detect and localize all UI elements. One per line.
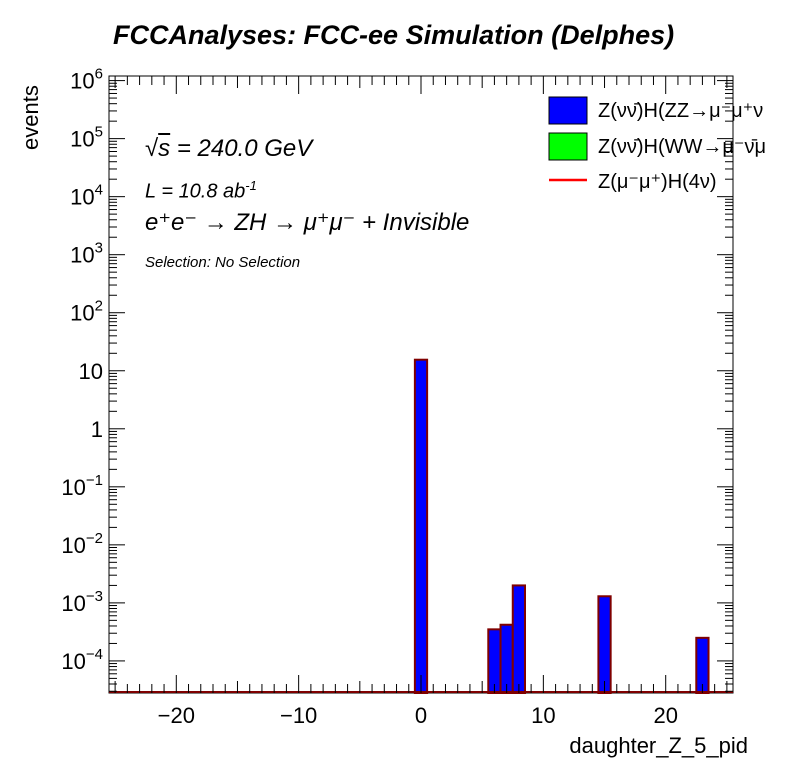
histogram-bar <box>597 595 612 694</box>
chart-title: FCCAnalyses: FCC-ee Simulation (Delphes) <box>113 20 675 50</box>
y-tick-label: 1 <box>91 417 103 442</box>
legend-label-ww: Z(νν̄)H(WW→μ⁻ν̄μ <box>598 136 766 158</box>
y-tick-label: 105 <box>70 124 103 152</box>
y-tick-label: 104 <box>70 182 103 210</box>
histogram-bar <box>413 358 429 694</box>
x-tick-label: −20 <box>158 703 195 728</box>
luminosity-annotation: L = 10.8 ab-1 <box>145 178 257 203</box>
sqrt-s-annotation: √s = 240.0 GeV <box>145 135 313 162</box>
legend-swatch-4nu <box>549 178 587 182</box>
y-tick-label: 10 <box>79 359 103 384</box>
legend-label-zz: Z(νν̄)H(ZZ→μ⁻μ⁺ν <box>598 100 764 122</box>
y-tick-label: 102 <box>70 298 103 326</box>
process-annotation: e⁺e⁻ → ZH → μ⁺μ⁻ + Invisible <box>145 209 470 236</box>
y-tick-label: 106 <box>70 66 103 94</box>
histogram-bar <box>499 623 514 694</box>
histogram-bar <box>487 628 502 695</box>
y-tick-label: 10−1 <box>61 472 103 500</box>
legend-label-4nu: Z(μ⁻μ⁺)H(4ν) <box>598 171 717 193</box>
x-tick-label: 0 <box>415 703 427 728</box>
selection-annotation: Selection: No Selection <box>145 254 301 271</box>
legend-swatch-ww <box>548 132 588 161</box>
legend-swatch-zz <box>548 96 588 125</box>
y-tick-label: 10−2 <box>61 530 103 558</box>
y-tick-label: 10−4 <box>61 646 103 674</box>
x-tick-label: −10 <box>280 703 317 728</box>
histogram-bar <box>511 584 527 694</box>
x-tick-label: 10 <box>531 703 555 728</box>
y-tick-label: 103 <box>70 240 103 268</box>
x-tick-label: 20 <box>653 703 677 728</box>
x-axis-label: daughter_Z_5_pid <box>569 733 748 758</box>
y-tick-label: 10−3 <box>61 588 103 616</box>
